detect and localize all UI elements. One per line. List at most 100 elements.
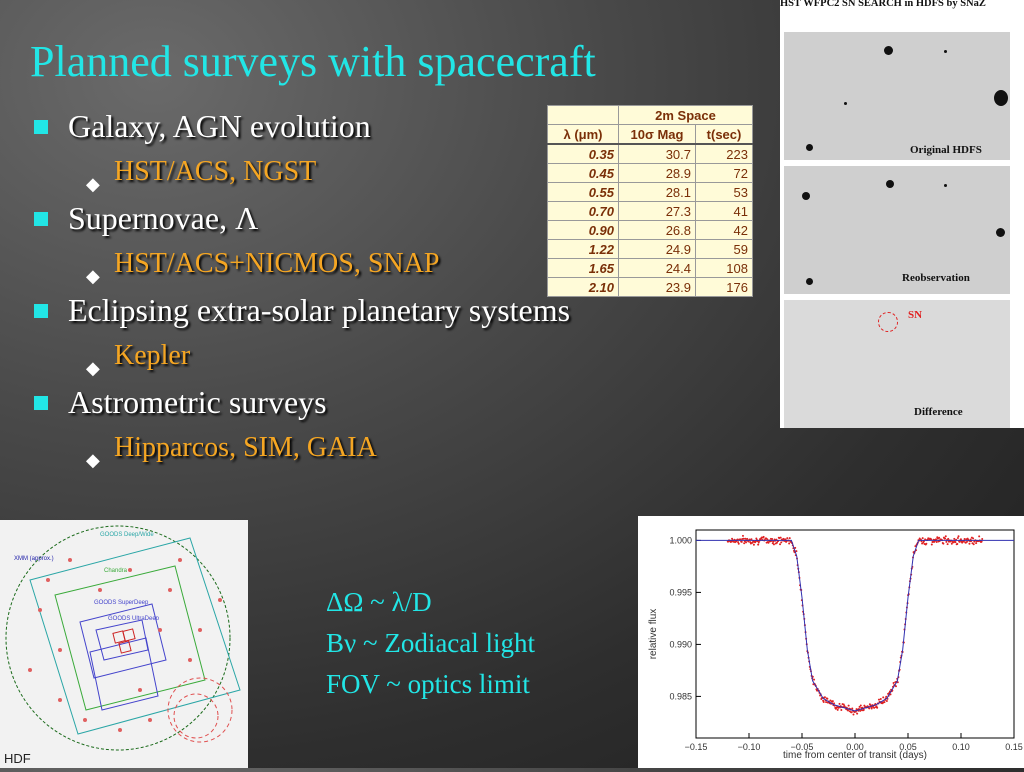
label-goods-superdeep: GOODS SuperDeep	[94, 600, 149, 606]
data-point	[847, 704, 850, 707]
data-point	[930, 543, 933, 546]
data-point	[782, 537, 785, 540]
label-goods-deep-wide: GOODS Deep/Wide	[100, 532, 154, 538]
data-point	[746, 537, 749, 540]
label-sn: SN	[908, 309, 923, 321]
cell-mag: 28.1	[618, 182, 696, 202]
plot-frame	[695, 529, 1015, 739]
data-point	[894, 685, 897, 688]
sub-bullet-item: ◆ Hipparcos, SIM, GAIA	[30, 424, 730, 472]
data-point	[956, 536, 959, 539]
bullet-text: Supernovae, Λ	[68, 200, 259, 236]
data-point	[978, 535, 981, 538]
y-tick-label: 0.990	[669, 639, 692, 649]
bullet-item: Eclipsing extra-solar planetary systems	[30, 288, 730, 332]
data-point	[945, 540, 948, 543]
transit-chart: relative flux time from center of transi…	[638, 516, 1024, 768]
cell-mag: 26.8	[618, 220, 696, 240]
data-point	[959, 538, 962, 541]
data-points	[726, 534, 984, 716]
data-point	[795, 550, 798, 553]
y-axis-label: relative flux	[648, 609, 659, 660]
data-point	[963, 538, 966, 541]
star	[996, 228, 1005, 237]
data-point	[877, 698, 880, 701]
sub-bullet-text: Hipparcos, SIM, GAIA	[114, 432, 377, 463]
data-point	[972, 537, 975, 540]
notes-block: ΔΩ ~ λ/D Bν ~ Zodiacal light FOV ~ optic…	[326, 582, 535, 705]
bullet-text: Galaxy, AGN evolution	[68, 108, 371, 144]
data-point	[742, 537, 745, 540]
col-wavelength: λ (μm)	[547, 124, 619, 145]
data-point	[831, 700, 834, 703]
data-point	[847, 709, 850, 712]
reobservation-panel: Reobservation	[784, 166, 1010, 294]
star	[886, 180, 894, 188]
note-line: FOV ~ optics limit	[326, 669, 530, 699]
data-point	[972, 543, 975, 546]
xmm-field	[29, 537, 241, 735]
transit-chart-svg: relative flux time from center of transi…	[648, 529, 1023, 761]
table-header-row: 2m Space	[547, 105, 753, 125]
cell-mag: 27.3	[618, 201, 696, 221]
data-point	[744, 537, 747, 540]
goods-deep-field	[89, 637, 159, 711]
data-point	[743, 542, 746, 545]
diamond-bullet-icon: ◆	[86, 358, 100, 378]
cell-wavelength: 0.70	[547, 201, 619, 221]
data-point	[788, 537, 791, 540]
label-reobservation: Reobservation	[902, 272, 970, 284]
cell-time: 59	[695, 239, 753, 259]
data-point	[745, 541, 748, 544]
cell-wavelength: 1.22	[547, 239, 619, 259]
data-point	[813, 678, 816, 681]
data-point	[870, 707, 873, 710]
col-mag: 10σ Mag	[618, 124, 696, 145]
data-point	[966, 540, 969, 543]
data-point	[862, 708, 865, 711]
data-point	[826, 697, 829, 700]
diamond-bullet-icon: ◆	[86, 450, 100, 470]
data-point	[767, 541, 770, 544]
data-point	[950, 542, 953, 545]
table-row: 0.55 28.1 53	[547, 182, 753, 202]
x-tick-label: 0.10	[952, 742, 970, 752]
data-point	[852, 713, 855, 716]
data-point	[851, 707, 854, 710]
cell-wavelength: 2.10	[547, 277, 619, 297]
data-point	[981, 537, 984, 540]
label-goods-ultradeep: GOODS UltraDeep	[108, 616, 160, 622]
survey-table: 2m Space λ (μm) 10σ Mag t(sec) 0.35 30.7 2…	[547, 105, 753, 297]
difference-panel: SN Difference	[784, 300, 1010, 428]
x-tick-label: 0.00	[846, 742, 864, 752]
model-curve	[696, 539, 1014, 712]
table-header-row: λ (μm) 10σ Mag t(sec)	[547, 124, 753, 145]
cell-time: 42	[695, 220, 753, 240]
sub-bullet-text: HST/ACS, NGST	[114, 156, 317, 187]
diamond-bullet-icon: ◆	[86, 266, 100, 286]
sn-circle-icon	[878, 312, 898, 332]
data-point	[741, 534, 744, 537]
star	[944, 50, 947, 53]
table-header-empty	[547, 105, 619, 125]
bullet-item: Astrometric surveys	[30, 380, 730, 424]
cell-time: 53	[695, 182, 753, 202]
data-point	[779, 536, 782, 539]
field-circle	[5, 525, 231, 751]
cell-wavelength: 0.90	[547, 220, 619, 240]
flanking-field	[173, 693, 219, 739]
cell-time: 72	[695, 163, 753, 183]
y-tick-label: 0.985	[669, 691, 692, 701]
data-point	[935, 538, 938, 541]
data-point	[823, 696, 826, 699]
data-point	[766, 538, 769, 541]
label-difference: Difference	[914, 406, 963, 418]
original-hdfs-panel: Original HDFS	[784, 32, 1010, 160]
data-point	[731, 537, 734, 540]
data-point	[946, 543, 949, 546]
bullet-list: Galaxy, AGN evolution ◆ HST/ACS, NGST Sup…	[30, 104, 730, 472]
sub-bullet-item: ◆ HST/ACS+NICMOS, SNAP	[30, 240, 730, 288]
data-point	[740, 540, 743, 543]
hst-caption: HST WFPC2 SN SEARCH in HDFS by SNaZ	[780, 0, 986, 9]
